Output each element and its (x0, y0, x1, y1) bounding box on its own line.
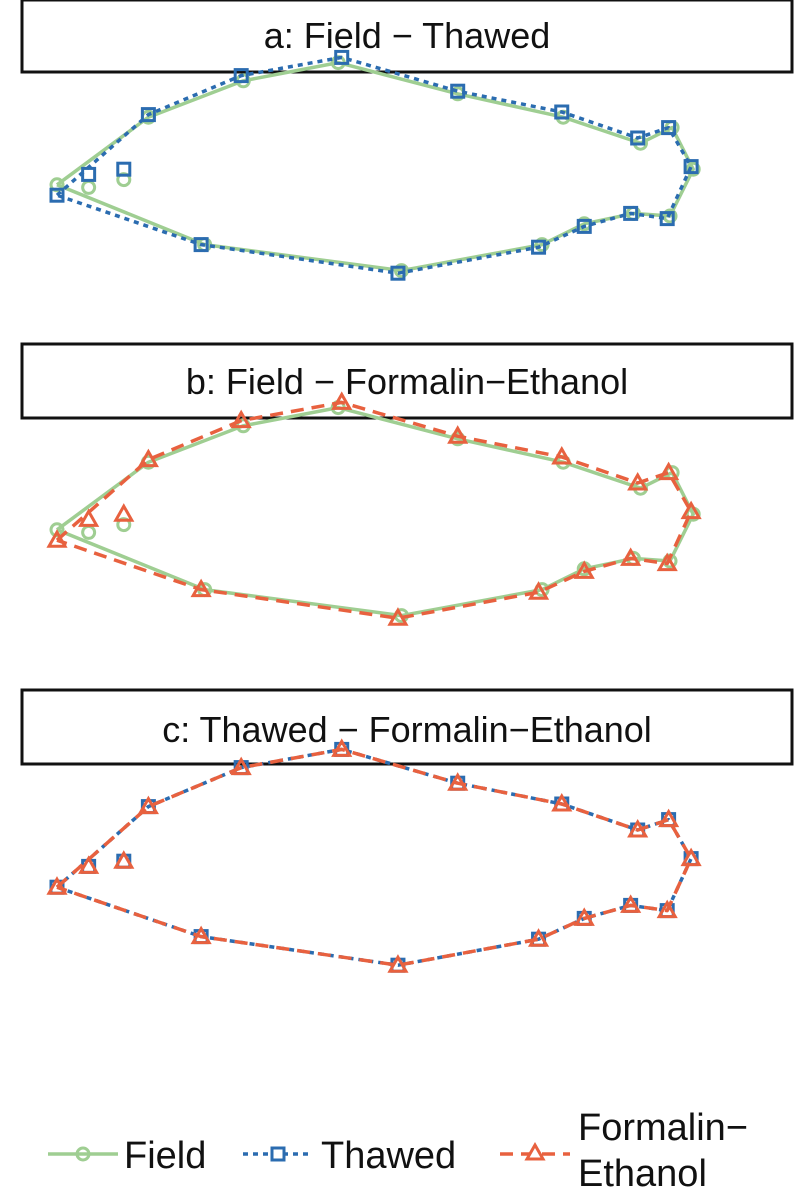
point-formalin_ethanol (551, 792, 573, 812)
series-line-formalin_ethanol (55, 747, 693, 967)
point-thawed (81, 166, 97, 182)
point-formalin_ethanol (113, 850, 135, 869)
point-formalin_ethanol (620, 547, 642, 566)
series-line-thawed (55, 55, 693, 275)
point-formalin_ethanol (656, 552, 678, 572)
point-formalin_ethanol (190, 578, 212, 598)
point-thawed (390, 265, 406, 281)
point-thawed (49, 187, 65, 203)
legend-key-field-marker (75, 1146, 91, 1162)
point-thawed (554, 104, 570, 120)
plot-a (49, 49, 701, 281)
point-field (81, 524, 97, 540)
point-thawed (623, 205, 639, 221)
point-formalin_ethanol (387, 607, 409, 626)
point-formalin_ethanol (527, 928, 550, 947)
point-formalin_ethanol (680, 847, 702, 867)
point-formalin_ethanol (658, 461, 680, 481)
point-formalin_ethanol (230, 756, 252, 776)
series-line-field (55, 60, 695, 273)
point-field (393, 263, 409, 279)
point-field (685, 161, 701, 177)
point-formalin_ethanol (620, 894, 642, 913)
panel-b: b: Field − Formalin−Ethanol (20, 342, 794, 626)
point-formalin_ethanol (573, 907, 595, 926)
panel-c: c: Thawed − Formalin−Ethanol (20, 688, 794, 973)
strip-c-title: c: Thawed − Formalin−Ethanol (162, 709, 652, 750)
point-formalin_ethanol (137, 448, 159, 468)
point-formalin_ethanol (447, 772, 469, 791)
legend-key-formalin-ethanol-marker (524, 1141, 546, 1161)
legend-item-field: Field (48, 1135, 206, 1177)
point-thawed (630, 130, 646, 146)
series-line-formalin_ethanol (55, 400, 693, 620)
point-thawed (140, 107, 156, 123)
legend-label-field: Field (124, 1135, 206, 1177)
series-line-thawed (55, 747, 693, 967)
point-formalin_ethanol (78, 855, 100, 874)
series-line-field (55, 405, 695, 618)
legend-label-formalin-ethanol-line2: Ethanol (578, 1153, 707, 1195)
legend-label-thawed: Thawed (321, 1135, 456, 1177)
point-formalin_ethanol (387, 954, 409, 973)
legend-item-thawed: Thawed (243, 1135, 456, 1177)
point-thawed (233, 68, 249, 84)
point-formalin_ethanol (527, 581, 550, 600)
point-thawed (659, 211, 675, 227)
strip-b-title: b: Field − Formalin−Ethanol (186, 361, 628, 402)
point-formalin_ethanol (627, 818, 649, 838)
point-formalin_ethanol (46, 529, 68, 548)
point-thawed (334, 49, 350, 65)
point-formalin_ethanol (447, 425, 469, 444)
point-formalin_ethanol (46, 876, 68, 895)
point-formalin_ethanol (680, 500, 702, 520)
point-field (662, 208, 678, 224)
point-thawed (193, 237, 209, 253)
point-thawed (576, 218, 592, 234)
point-formalin_ethanol (230, 409, 252, 429)
point-field (116, 517, 132, 533)
point-thawed (116, 161, 132, 177)
point-field (49, 177, 65, 193)
strip-a (20, 0, 794, 74)
strip-b (20, 342, 794, 420)
point-formalin_ethanol (658, 808, 680, 828)
legend-item-formalin-ethanol: Formalin− Ethanol (500, 1107, 748, 1195)
point-formalin_ethanol (656, 899, 678, 919)
point-thawed (683, 159, 699, 175)
legend: Field Thawed Formalin− Ethanol (48, 1107, 748, 1195)
point-formalin_ethanol (551, 445, 573, 465)
point-thawed (531, 239, 547, 255)
point-formalin_ethanol (331, 391, 353, 410)
point-formalin_ethanol (573, 560, 595, 579)
point-thawed (661, 120, 677, 136)
plot-c (46, 738, 702, 973)
point-formalin_ethanol (627, 471, 649, 491)
strip-c (20, 688, 794, 766)
point-field (81, 179, 97, 195)
point-field (49, 522, 65, 538)
point-thawed (450, 83, 466, 99)
strip-a-title: a: Field − Thawed (264, 15, 551, 56)
legend-key-thawed-marker (270, 1146, 286, 1162)
legend-label-formalin-ethanol-line1: Formalin− (578, 1107, 748, 1149)
plot-b (46, 391, 702, 626)
point-formalin_ethanol (78, 508, 100, 527)
point-formalin_ethanol (113, 503, 135, 522)
point-formalin_ethanol (137, 795, 159, 815)
point-field (116, 172, 132, 188)
point-formalin_ethanol (331, 738, 353, 757)
panel-a: a: Field − Thawed (20, 0, 794, 281)
point-formalin_ethanol (190, 925, 212, 945)
